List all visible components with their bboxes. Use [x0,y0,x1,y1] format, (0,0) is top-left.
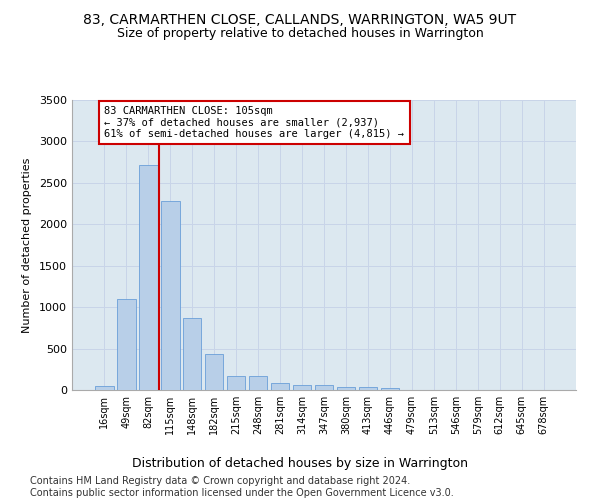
Bar [95,386,113,390]
Bar [249,376,268,390]
Text: Size of property relative to detached houses in Warrington: Size of property relative to detached ho… [116,28,484,40]
Bar [139,164,158,390]
Bar [117,299,136,390]
Bar [380,388,399,390]
Bar [314,386,334,390]
Bar [205,354,223,390]
Bar [337,386,355,390]
Text: 83 CARMARTHEN CLOSE: 105sqm
← 37% of detached houses are smaller (2,937)
61% of : 83 CARMARTHEN CLOSE: 105sqm ← 37% of det… [104,106,404,139]
Text: Contains HM Land Registry data © Crown copyright and database right 2024.
Contai: Contains HM Land Registry data © Crown c… [30,476,454,498]
Text: 83, CARMARTHEN CLOSE, CALLANDS, WARRINGTON, WA5 9UT: 83, CARMARTHEN CLOSE, CALLANDS, WARRINGT… [83,12,517,26]
Bar [183,318,202,390]
Bar [271,382,289,390]
Bar [161,201,179,390]
Y-axis label: Number of detached properties: Number of detached properties [22,158,32,332]
Bar [293,384,311,390]
Bar [227,376,245,390]
Text: Distribution of detached houses by size in Warrington: Distribution of detached houses by size … [132,458,468,470]
Bar [359,387,377,390]
